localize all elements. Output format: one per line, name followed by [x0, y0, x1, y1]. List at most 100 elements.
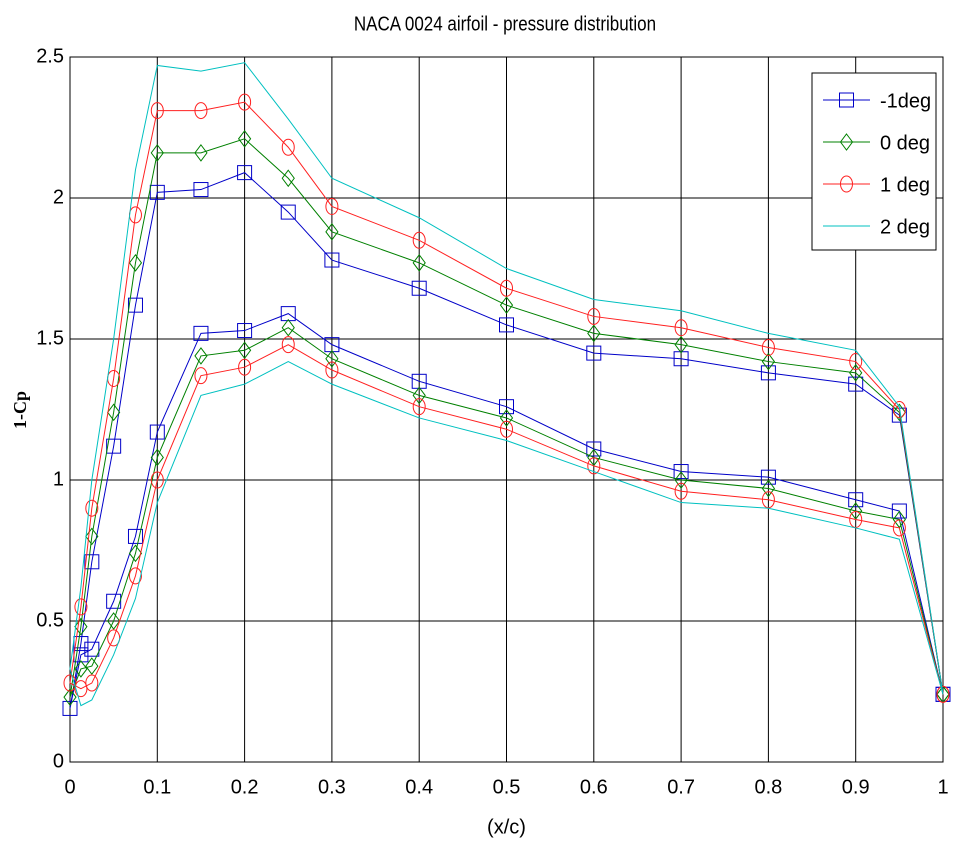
marker [63, 688, 77, 706]
series-line [69, 138, 944, 698]
marker [237, 129, 252, 148]
marker [128, 254, 143, 272]
legend-marker [839, 133, 854, 151]
legend-box [811, 72, 937, 251]
marker [892, 403, 906, 422]
marker [936, 685, 950, 703]
marker [673, 464, 689, 480]
chart-title: NACA 0024 airfoil - pressure distributio… [354, 12, 656, 35]
marker [412, 254, 426, 272]
legend-marker [839, 92, 854, 108]
marker [761, 338, 775, 356]
x-axis-label: (x/c) [487, 816, 526, 838]
marker [107, 612, 121, 630]
marker [761, 479, 776, 498]
marker [674, 482, 688, 500]
legend-label: 0 deg [880, 132, 930, 154]
marker [281, 138, 295, 156]
marker [280, 204, 296, 220]
y-tick-label: 0.5 [36, 609, 64, 631]
x-tick-label: 0.6 [580, 776, 608, 798]
marker [412, 386, 426, 405]
marker [499, 296, 514, 314]
marker [586, 345, 602, 361]
marker [849, 364, 863, 382]
marker [892, 519, 906, 537]
marker [194, 102, 208, 120]
marker [500, 420, 513, 438]
x-tick-label: 0.8 [754, 776, 782, 798]
marker [73, 636, 89, 652]
marker [107, 629, 121, 647]
marker [848, 492, 864, 508]
marker [106, 438, 122, 454]
marker [280, 306, 296, 322]
marker [499, 317, 514, 333]
x-tick-label: 0 [64, 776, 75, 798]
marker [281, 169, 295, 188]
marker [194, 347, 208, 365]
marker [85, 499, 99, 517]
marker [674, 335, 688, 354]
marker [587, 457, 601, 475]
marker [238, 358, 252, 376]
x-tick-label: 0.4 [405, 776, 433, 798]
marker [760, 365, 776, 381]
marker [281, 336, 295, 354]
marker [194, 367, 208, 385]
marker [74, 680, 88, 698]
marker [237, 323, 253, 339]
marker [127, 297, 143, 313]
series-line [69, 62, 944, 707]
x-tick-label: 0.9 [842, 776, 870, 798]
marker [587, 324, 601, 343]
marker [150, 144, 164, 162]
legend-marker [840, 175, 853, 193]
marker [127, 528, 143, 544]
marker [193, 182, 209, 198]
marker [849, 353, 863, 371]
marker [673, 351, 689, 367]
x-tick-label: 0.5 [493, 776, 521, 798]
y-tick-label: 2 [53, 186, 64, 208]
marker [412, 231, 426, 249]
x-tick-label: 0.3 [318, 776, 346, 798]
plot-frame [69, 56, 944, 763]
marker [587, 307, 601, 325]
marker [238, 93, 252, 111]
marker [411, 280, 427, 296]
marker [62, 700, 78, 716]
x-tick-label: 0.2 [231, 776, 259, 798]
marker [499, 399, 514, 415]
marker [412, 398, 426, 416]
y-tick-label: 2.5 [36, 45, 64, 67]
y-tick-label: 1 [53, 468, 64, 490]
marker [324, 252, 340, 268]
marker [848, 376, 864, 392]
legend-label: 2 deg [880, 216, 930, 238]
marker [499, 409, 514, 427]
x-tick-label: 1 [937, 776, 948, 798]
legend-label: -1deg [880, 90, 931, 112]
marker [85, 657, 99, 675]
marker [84, 641, 100, 657]
marker [892, 401, 906, 418]
marker [128, 567, 142, 585]
marker [237, 341, 252, 360]
series-line [69, 101, 944, 695]
marker [194, 144, 208, 162]
x-tick-label: 0.7 [667, 776, 695, 798]
marker [325, 223, 339, 241]
marker [760, 469, 776, 485]
y-tick-label: 0 [53, 750, 64, 772]
marker [74, 660, 88, 678]
marker [500, 279, 513, 297]
marker [674, 471, 688, 489]
marker [761, 352, 776, 371]
marker [324, 337, 340, 353]
marker [150, 448, 164, 467]
marker [74, 598, 88, 616]
marker [150, 471, 164, 489]
marker [150, 102, 164, 120]
